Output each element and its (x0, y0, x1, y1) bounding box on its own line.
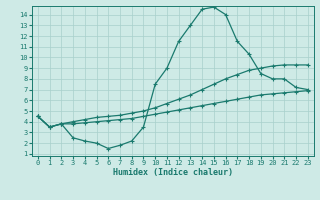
X-axis label: Humidex (Indice chaleur): Humidex (Indice chaleur) (113, 168, 233, 177)
